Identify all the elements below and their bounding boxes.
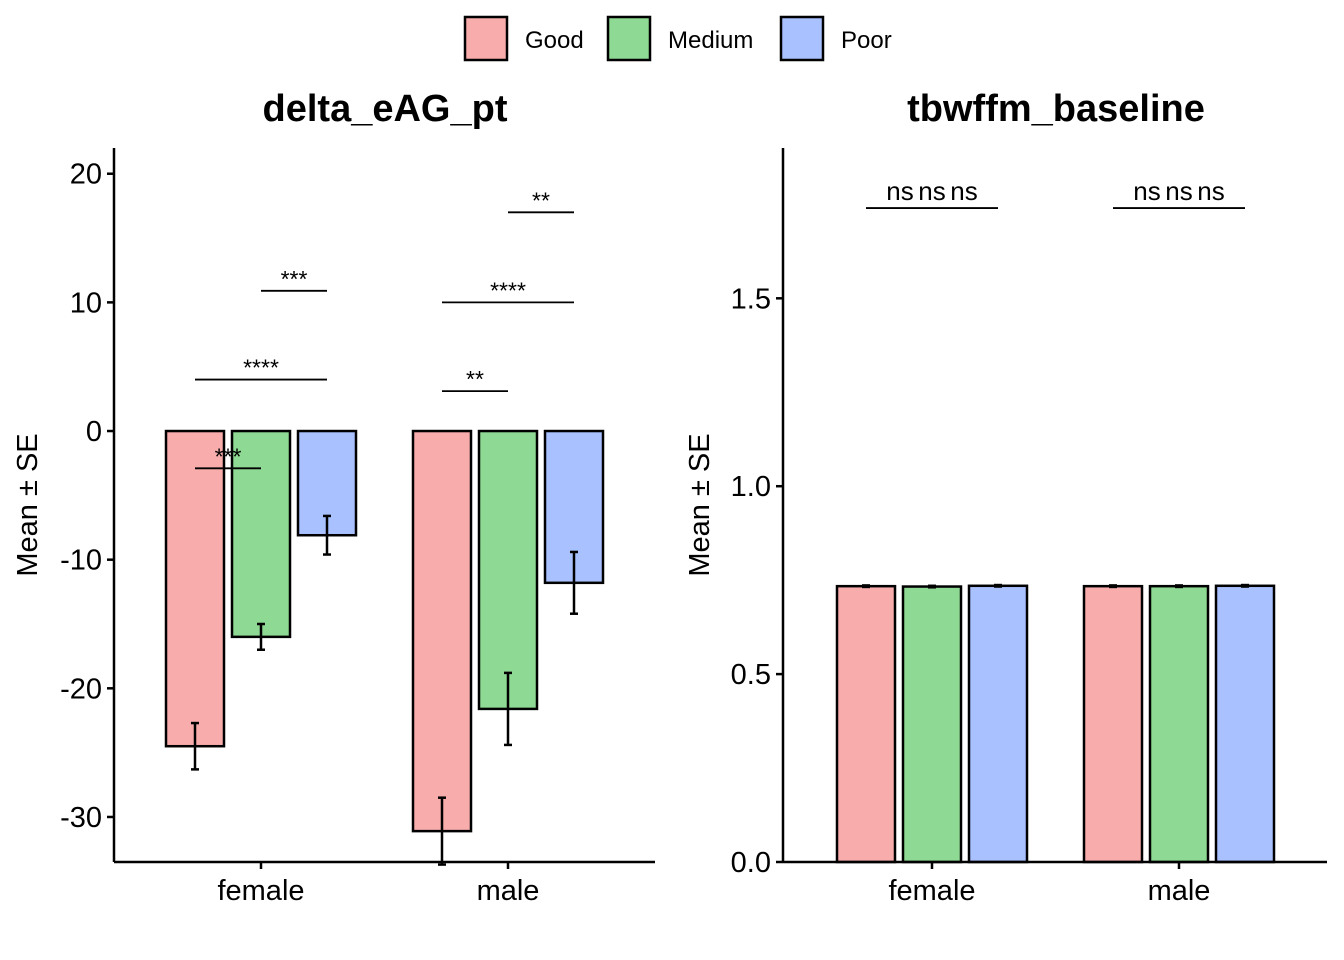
significance-label: ****: [243, 355, 279, 381]
error-bar-poor-male: [570, 550, 578, 615]
y-tick-label: -20: [60, 673, 102, 705]
significance-label: ns: [918, 176, 945, 206]
x-tick-label: male: [477, 875, 540, 907]
error-bar-medium-female: [928, 584, 936, 589]
bar-good-male: [411, 429, 473, 833]
error-bar-good-male: [1109, 584, 1117, 589]
significance-label: ns: [950, 176, 977, 206]
x-tick-label: female: [888, 875, 975, 907]
y-axis-label: Mean ± SE: [12, 433, 44, 576]
error-bar-good-female: [191, 721, 199, 771]
legend-label-poor: Poor: [841, 27, 892, 54]
y-axis-label: Mean ± SE: [684, 433, 716, 576]
y-tick-label: 0.0: [731, 847, 771, 879]
significance-label: ***: [215, 443, 242, 469]
legend-swatch-good: [463, 15, 509, 62]
error-bar-poor-female: [994, 583, 1002, 588]
y-tick-label: 0.5: [731, 659, 771, 691]
y-tick-label: 0: [86, 416, 102, 448]
x-tick-label: male: [1148, 875, 1211, 907]
error-bar-poor-male: [1241, 583, 1249, 588]
x-tick-label: female: [217, 875, 304, 907]
bar-poor-male: [1214, 584, 1276, 864]
significance-label: ns: [1133, 176, 1160, 206]
significance-label: **: [532, 187, 550, 213]
bar-medium-female: [230, 429, 292, 639]
bar-medium-male: [1148, 584, 1210, 864]
y-tick-label: 1.0: [731, 471, 771, 503]
bar-medium-female: [901, 585, 963, 864]
error-bar-medium-female: [257, 622, 265, 651]
legend-label-good: Good: [525, 27, 584, 54]
legend-swatch-poor: [779, 15, 825, 62]
error-bar-medium-male: [1175, 584, 1183, 589]
error-bar-good-female: [862, 584, 870, 589]
panel-title: delta_eAG_pt: [263, 88, 508, 130]
bar-poor-female: [967, 584, 1029, 864]
legend-swatch-medium: [606, 15, 652, 62]
significance-label: ****: [490, 277, 526, 303]
legend-label-medium: Medium: [668, 27, 753, 54]
bar-medium-male: [477, 429, 539, 711]
y-tick-label: -10: [60, 545, 102, 577]
significance-label: ns: [886, 176, 913, 206]
error-bar-medium-male: [504, 671, 512, 747]
bar-good-female: [164, 429, 226, 748]
panel-title: tbwffm_baseline: [907, 88, 1205, 130]
bar-good-female: [835, 584, 897, 864]
y-tick-label: 10: [70, 287, 102, 319]
y-tick-label: 20: [70, 159, 102, 191]
y-tick-label: 1.5: [731, 283, 771, 315]
error-bar-poor-female: [323, 514, 331, 556]
significance-label: **: [466, 366, 484, 392]
significance-label: ns: [1165, 176, 1192, 206]
legend: Good Medium Poor: [463, 15, 892, 62]
significance-label: ***: [281, 266, 308, 292]
bar-good-male: [1082, 584, 1144, 864]
significance-label: ns: [1197, 176, 1224, 206]
y-tick-label: -30: [60, 802, 102, 834]
error-bar-good-male: [438, 796, 446, 866]
